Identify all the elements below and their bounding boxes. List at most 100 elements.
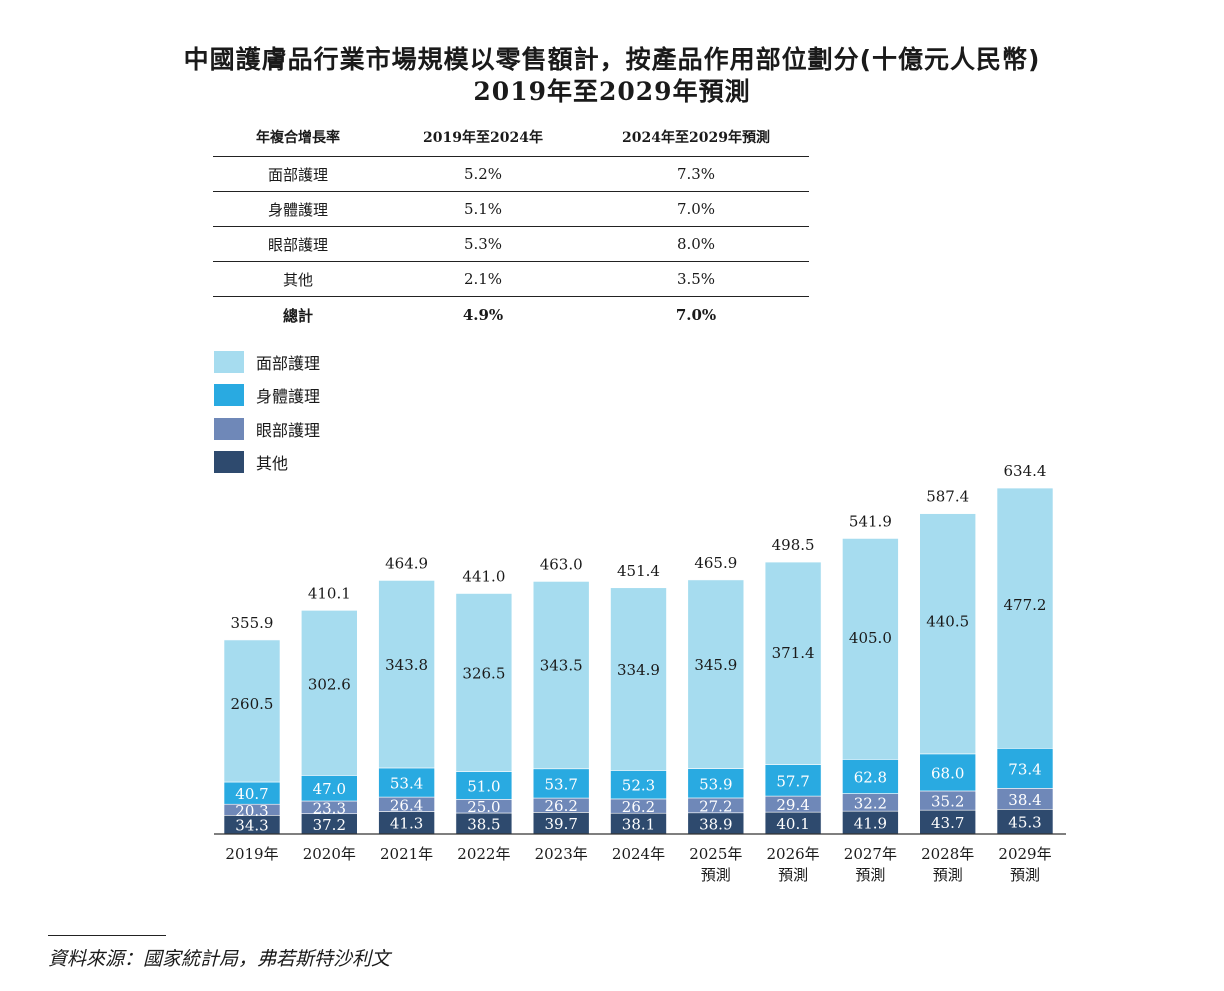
x-tick-label: 2021年 <box>380 845 433 863</box>
bar-value-label: 68.0 <box>931 764 964 782</box>
bar-value-label: 53.4 <box>390 775 423 793</box>
x-tick-label: 預測 <box>855 866 885 884</box>
cagr-value: 5.1% <box>383 191 583 227</box>
cagr-row-facial: 面部護理 5.2% 7.3% <box>213 156 809 192</box>
x-tick-label: 2027年 <box>844 845 897 863</box>
bar-value-label: 26.2 <box>622 798 655 816</box>
bar-total-label: 451.4 <box>617 562 660 580</box>
cagr-row-label: 眼部護理 <box>213 226 383 262</box>
bar-total-label: 441.0 <box>462 567 505 585</box>
x-tick-label: 2025年 <box>689 845 742 863</box>
cagr-row-label: 其他 <box>213 261 383 297</box>
bar-segment <box>919 753 977 792</box>
bar-segment <box>300 775 358 802</box>
bar-segment <box>842 538 899 760</box>
bar-segment <box>842 759 899 794</box>
cagr-row-eye: 眼部護理 5.3% 8.0% <box>213 226 809 262</box>
cagr-value: 4.9% <box>462 306 504 324</box>
bar-segment <box>996 748 1054 789</box>
bar-value-label: 41.3 <box>390 815 423 833</box>
bar-value-label: 334.9 <box>617 661 660 679</box>
x-tick-label: 2020年 <box>303 845 356 863</box>
bar-value-label: 26.4 <box>390 796 423 814</box>
cagr-value: 7.3% <box>583 156 809 192</box>
bar-value-label: 25.0 <box>467 798 500 816</box>
bar-value-label: 371.4 <box>772 644 815 662</box>
cagr-row-label: 總計 <box>282 306 313 325</box>
cagr-row-label: 面部護理 <box>213 156 383 192</box>
bar-total-label: 541.9 <box>849 512 892 530</box>
cagr-value: 5.3% <box>383 226 583 262</box>
bar-value-label: 51.0 <box>467 777 500 795</box>
bar-segment <box>300 610 358 776</box>
cagr-value: 7.0% <box>583 191 809 227</box>
bar-value-label: 47.0 <box>313 780 346 798</box>
chart-subtitle: 2019年至2029年預測 <box>473 77 751 106</box>
x-tick-label: 2028年 <box>921 845 974 863</box>
bar-value-label: 37.2 <box>313 816 346 834</box>
bar-value-label: 29.4 <box>776 796 809 814</box>
legend-swatch <box>214 350 244 373</box>
bar-value-label: 40.7 <box>235 785 268 803</box>
legend-swatch <box>214 417 244 440</box>
x-tick-label: 預測 <box>1010 866 1040 884</box>
x-tick-label: 2026年 <box>767 845 820 863</box>
cagr-value: 3.5% <box>583 261 809 297</box>
x-tick-label: 2019年 <box>225 845 278 863</box>
bar-value-label: 73.4 <box>1008 760 1041 778</box>
bar-value-label: 53.9 <box>699 775 732 793</box>
cagr-value: 5.2% <box>383 156 583 192</box>
cagr-table: 年複合增長率 2019年至2024年 2024年至2029年預測 面部護理 5.… <box>213 118 809 333</box>
cagr-header-period2: 2024年至2029年預測 <box>583 118 809 157</box>
bar-segment <box>996 487 1054 749</box>
bar-total-label: 634.4 <box>1004 462 1047 480</box>
bar-value-label: 343.5 <box>540 657 583 675</box>
bar-segment <box>687 768 745 799</box>
bar-segment <box>378 767 435 798</box>
legend-item-facial: 面部護理 <box>214 345 320 379</box>
legend-item-body: 身體護理 <box>214 379 320 413</box>
cagr-value: 7.0% <box>675 306 717 324</box>
bar-value-label: 302.6 <box>308 676 351 694</box>
bar-value-label: 440.5 <box>926 613 969 631</box>
bar-total-label: 355.9 <box>231 614 274 632</box>
legend-label: 眼部護理 <box>256 420 321 440</box>
bar-segment <box>455 593 513 772</box>
x-tick-label: 2023年 <box>535 845 588 863</box>
bar-total-label: 465.9 <box>694 554 737 572</box>
bar-total-label: 464.9 <box>385 554 428 572</box>
bar-value-label: 52.3 <box>622 777 655 795</box>
bar-value-label: 41.9 <box>854 815 887 833</box>
x-tick-label: 2029年 <box>998 845 1051 863</box>
cagr-value: 8.0% <box>583 226 809 262</box>
x-tick-label: 2024年 <box>612 845 665 863</box>
bar-value-label: 343.8 <box>385 656 428 674</box>
bar-value-label: 40.1 <box>776 815 809 833</box>
cagr-header-label: 年複合增長率 <box>213 118 383 157</box>
x-tick-label: 預測 <box>701 866 731 884</box>
bar-total-label: 410.1 <box>308 584 351 602</box>
legend-item-other: 其他 <box>214 446 320 480</box>
chart-legend: 面部護理 身體護理 眼部護理 其他 <box>214 345 320 479</box>
bar-value-label: 38.9 <box>699 815 732 833</box>
cagr-row-body: 身體護理 5.1% 7.0% <box>213 191 809 227</box>
legend-swatch <box>214 384 244 407</box>
bar-value-label: 27.2 <box>699 797 732 815</box>
cagr-row-total: 總計 4.9% 7.0% <box>213 297 809 334</box>
bar-total-label: 587.4 <box>926 488 969 506</box>
cagr-row-label: 身體護理 <box>213 191 383 227</box>
legend-item-eye: 眼部護理 <box>214 412 320 446</box>
bar-value-label: 39.7 <box>544 815 577 833</box>
bar-value-label: 38.4 <box>1008 791 1041 809</box>
bar-value-label: 260.5 <box>231 695 274 713</box>
bar-value-label: 326.5 <box>462 665 505 683</box>
bar-value-label: 405.0 <box>849 629 892 647</box>
bar-value-label: 32.2 <box>854 794 887 812</box>
x-tick-label: 2022年 <box>457 845 510 863</box>
bar-value-label: 45.3 <box>1008 814 1041 832</box>
cagr-row-other: 其他 2.1% 3.5% <box>213 261 809 297</box>
bar-value-label: 34.3 <box>235 817 268 835</box>
bar-segment <box>532 581 590 770</box>
bar-segment <box>610 587 667 771</box>
